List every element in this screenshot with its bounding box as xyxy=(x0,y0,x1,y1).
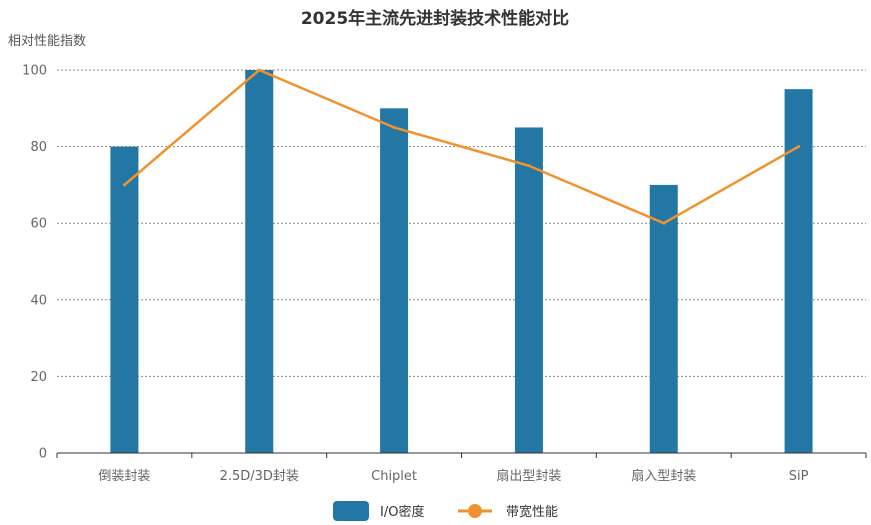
y-axis-ticks: 0 20 40 60 80 100 xyxy=(22,64,47,462)
grid-lines xyxy=(57,69,866,377)
y-tick-label: 0 xyxy=(39,447,47,462)
y-tick-label: 80 xyxy=(30,140,47,155)
y-axis-title: 相对性能指数 xyxy=(8,34,86,49)
x-tick-label: 扇出型封装 xyxy=(496,468,561,484)
y-tick-label: 40 xyxy=(30,293,47,308)
bar xyxy=(514,127,543,453)
line-point xyxy=(797,145,801,149)
line-point xyxy=(527,164,531,168)
bar-series xyxy=(110,70,813,454)
y-tick-label: 60 xyxy=(30,217,47,232)
legend-label: I/O密度 xyxy=(380,504,424,520)
legend-swatch-bar xyxy=(333,501,369,521)
chart-title: 2025年主流先进封装技术性能对比 xyxy=(301,8,569,29)
x-tick-label: 2.5D/3D封装 xyxy=(220,469,299,484)
line-point xyxy=(392,125,396,129)
legend[interactable]: I/O密度 带宽性能 xyxy=(333,501,558,521)
x-axis: 倒装封装 2.5D/3D封装 Chiplet 扇出型封装 扇入型封装 SiP xyxy=(56,452,867,484)
legend-label: 带宽性能 xyxy=(506,504,558,520)
y-tick-label: 20 xyxy=(30,370,47,385)
line-point xyxy=(122,183,126,187)
x-tick-label: Chiplet xyxy=(371,469,417,484)
x-tick-label: 扇入型封装 xyxy=(631,468,696,484)
y-tick-label: 100 xyxy=(22,64,47,79)
line-point xyxy=(257,68,261,72)
x-tick-label: SiP xyxy=(789,469,809,484)
bar xyxy=(245,70,274,453)
line-point xyxy=(662,221,666,225)
bar xyxy=(110,146,139,453)
line-series xyxy=(122,68,801,225)
bar xyxy=(649,184,678,453)
line-series-path xyxy=(123,68,800,225)
x-tick-label: 倒装封装 xyxy=(98,469,150,484)
bar xyxy=(380,108,409,454)
bar xyxy=(784,89,813,454)
legend-swatch-marker xyxy=(468,504,482,518)
